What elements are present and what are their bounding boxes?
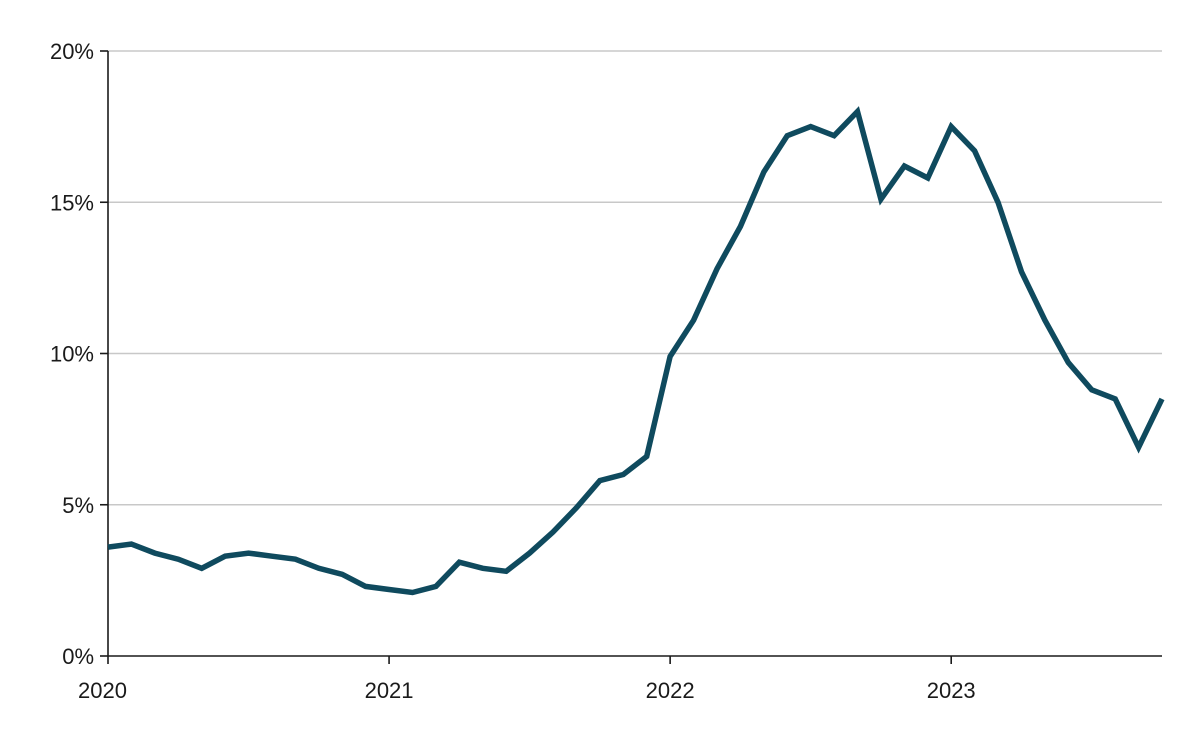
x-tick-label: 2020: [78, 678, 127, 703]
y-tick-label: 5%: [62, 493, 94, 518]
series-line: [107, 106, 1165, 596]
y-tick-label: 15%: [50, 190, 94, 215]
y-tick-label: 0%: [62, 644, 94, 669]
x-axis: 2020 2021 2022 2023: [78, 655, 1162, 703]
y-tick-label: 20%: [50, 39, 94, 64]
x-tick-label: 2021: [365, 678, 414, 703]
gridlines: [108, 50, 1162, 506]
y-tick-label: 10%: [50, 342, 94, 367]
series-layer: [107, 106, 1165, 596]
x-tick-label: 2022: [646, 678, 695, 703]
x-tick-label: 2023: [927, 678, 976, 703]
y-axis: 0% 5% 10% 15% 20%: [50, 39, 109, 669]
